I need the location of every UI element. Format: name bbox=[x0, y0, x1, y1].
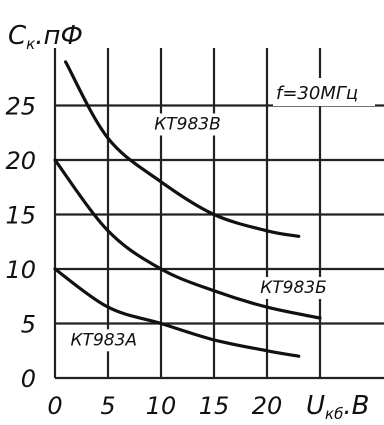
series-curve-2 bbox=[53, 158, 322, 320]
annotation-background bbox=[273, 78, 375, 106]
series-label-background-3 bbox=[59, 329, 148, 352]
y-tick-labels: 0 5 10 15 20 25 bbox=[5, 93, 36, 394]
x-tick-15: 15 bbox=[199, 392, 230, 420]
series-curve-3 bbox=[53, 267, 301, 358]
series-labels: КТ983В КТ983Б КТ983А bbox=[59, 113, 338, 352]
series-label-3: КТ983А bbox=[70, 330, 137, 350]
y-tick-5: 5 bbox=[21, 311, 36, 339]
series-label-background-2 bbox=[249, 276, 338, 299]
series-curve-1 bbox=[63, 60, 301, 238]
y-tick-20: 20 bbox=[5, 147, 36, 175]
x-tick-labels: 0 5 10 15 20 bbox=[47, 392, 282, 420]
series-label-background-1 bbox=[143, 113, 232, 136]
y-tick-15: 15 bbox=[5, 202, 36, 230]
x-tick-20: 20 bbox=[252, 392, 283, 420]
y-tick-25: 25 bbox=[5, 93, 36, 121]
y-tick-0: 0 bbox=[21, 365, 36, 393]
x-axis-title: Uкб.В bbox=[306, 391, 369, 423]
x-tick-10: 10 bbox=[146, 392, 177, 420]
x-tick-5: 5 bbox=[100, 392, 115, 420]
series-label-1: КТ983В bbox=[154, 114, 221, 134]
series-curves bbox=[53, 60, 322, 358]
frequency-annotation: f=30МГц bbox=[276, 83, 358, 104]
y-tick-10: 10 bbox=[5, 256, 36, 284]
x-tick-0: 0 bbox=[47, 392, 62, 420]
y-axis-title: Cк.пФ bbox=[8, 21, 83, 53]
series-label-2: КТ983Б bbox=[260, 278, 327, 298]
